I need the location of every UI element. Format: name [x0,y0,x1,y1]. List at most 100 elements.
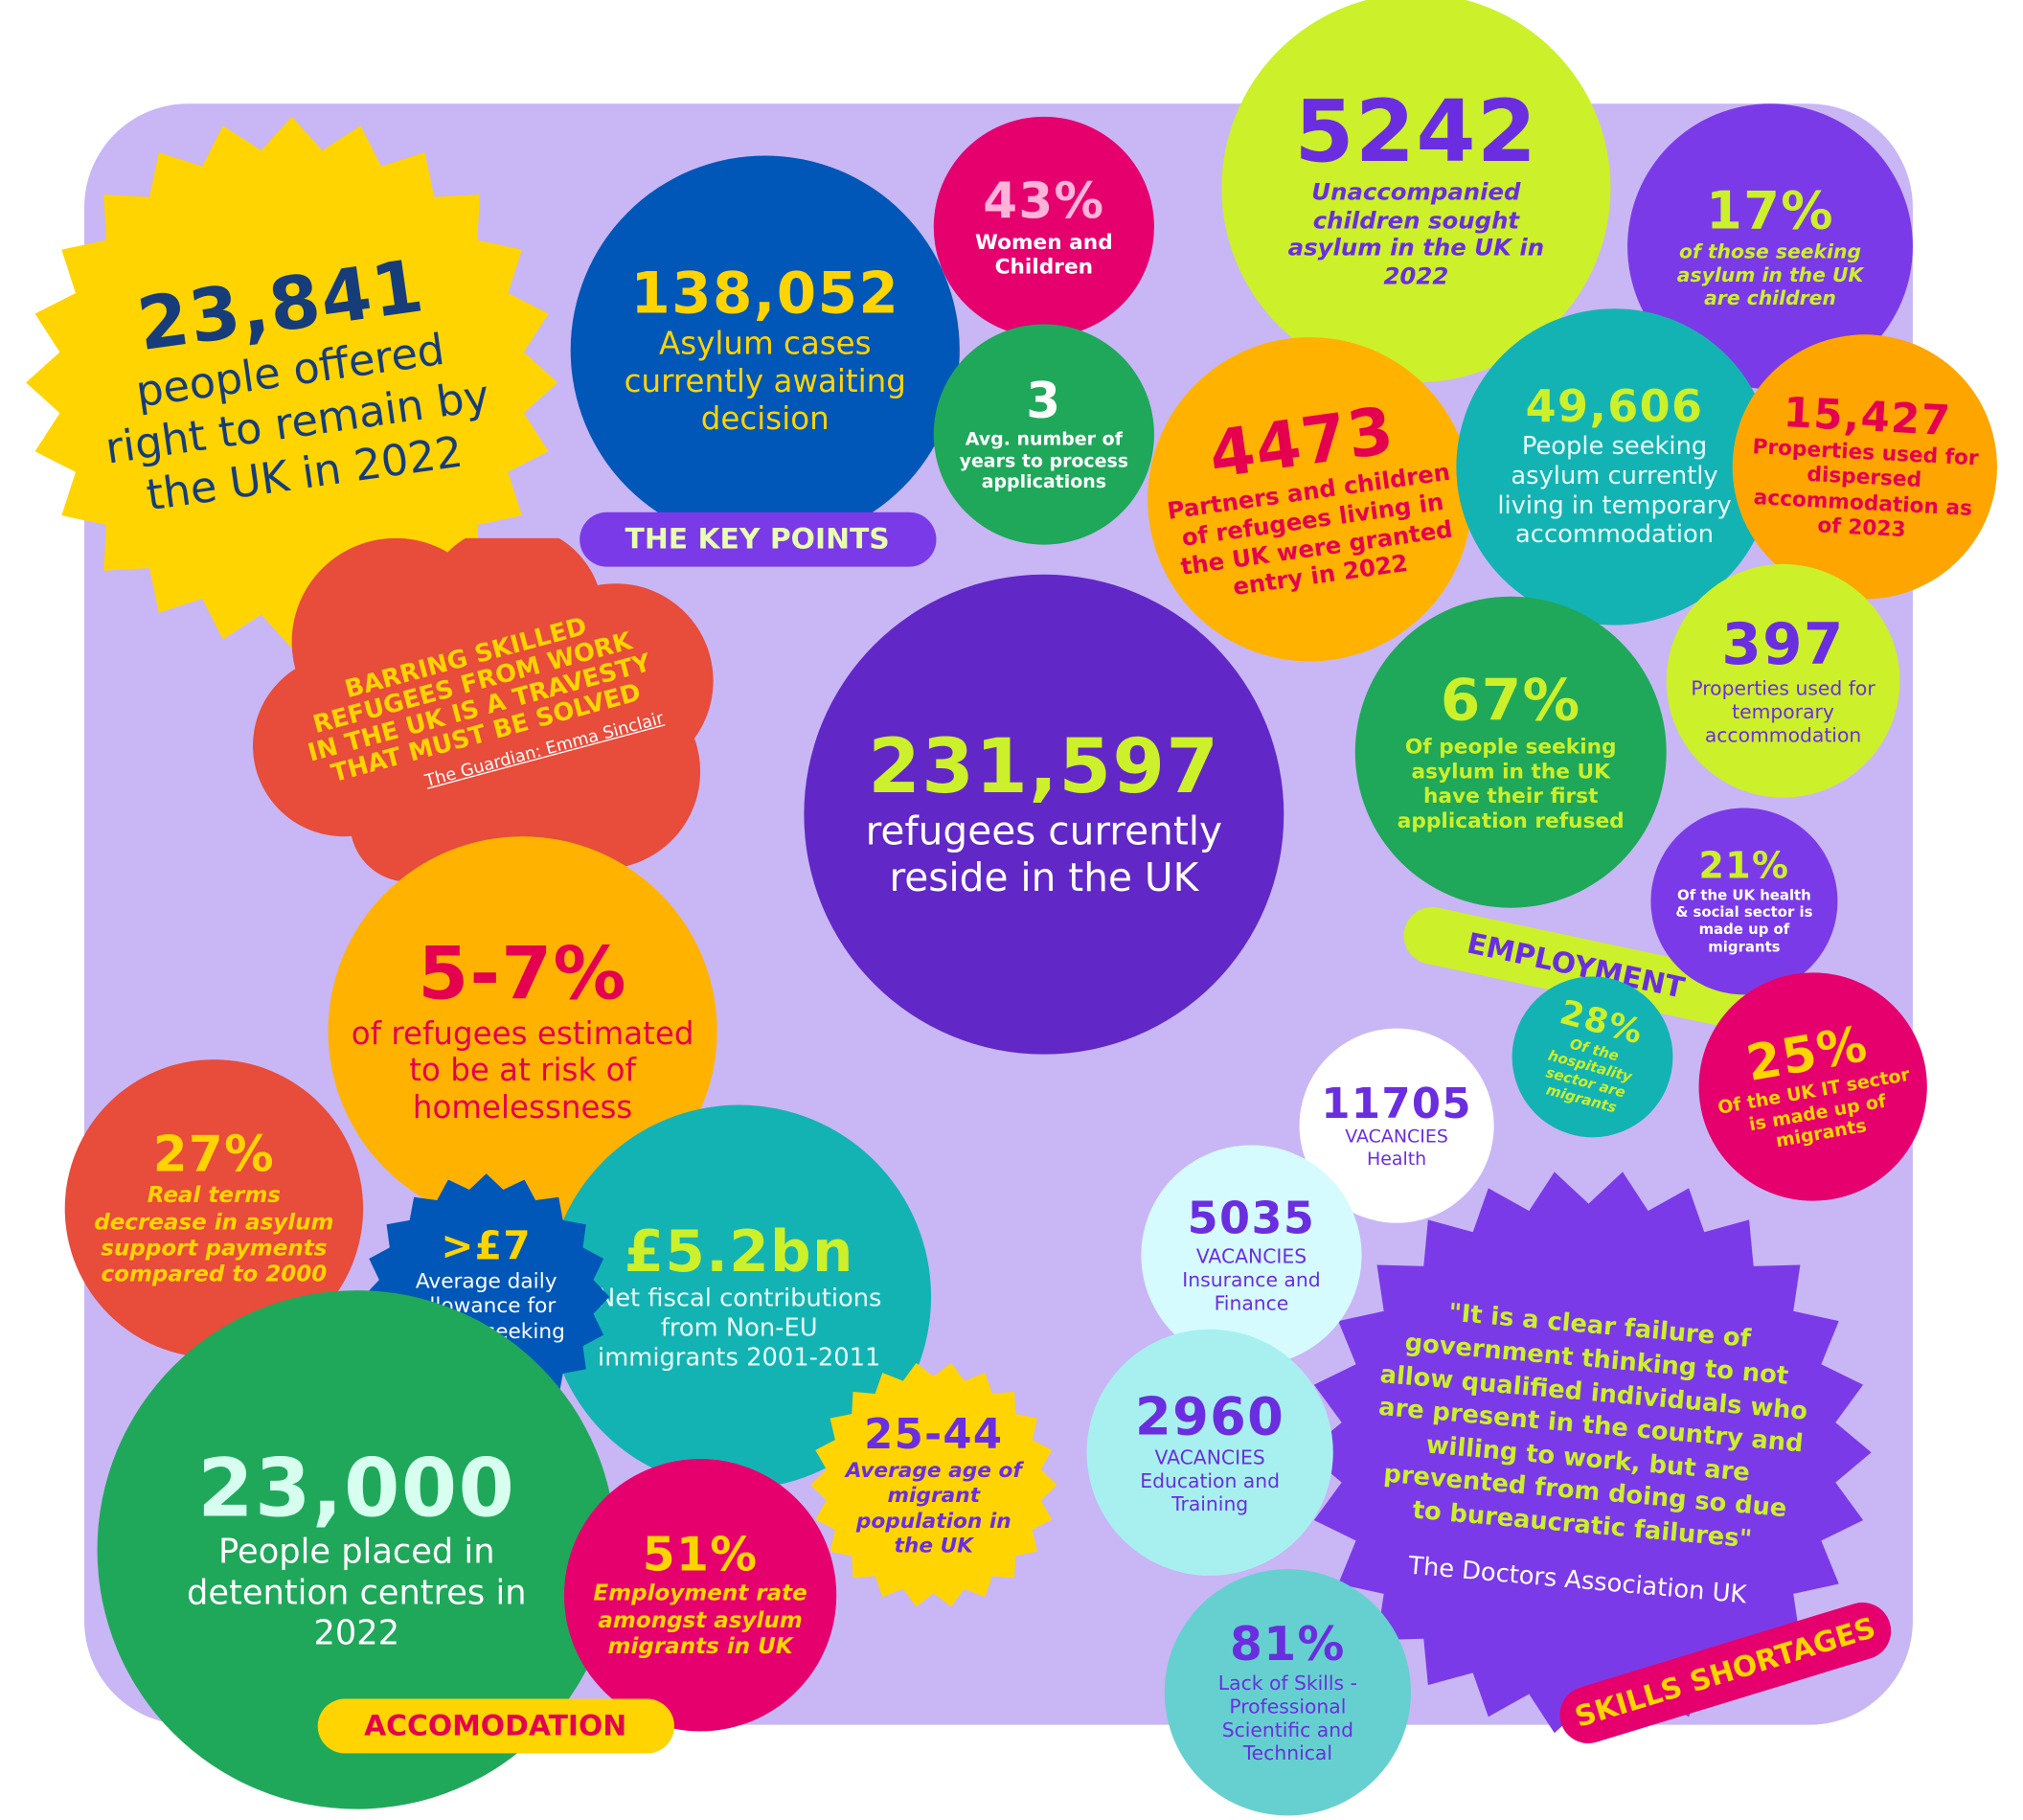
stat-bubble: 43% Women and Children [933,116,1154,337]
stat-text: Real terms decrease in asylum support pa… [94,1182,334,1288]
stat-bubble: 5242 Unaccompanied children sought asylum… [1221,0,1611,383]
section-label: ACCOMODATION [317,1698,674,1754]
stat-text: Avg. number of years to process applicat… [959,428,1129,493]
stat-text: refugees currently reside in the UK [865,808,1223,901]
stat-text: Properties used for temporary accommodat… [1691,676,1875,748]
stat-content: 28% Of the hospitality sector are migrant… [1494,959,1692,1156]
circle-shape [570,155,960,545]
stat-text: Properties used for dispersed accommodat… [1751,434,1980,542]
stat-bubble: 51% Employment rate amongst asylum migran… [563,1459,837,1732]
quote-source: The Doctors Association UK [1407,1551,1748,1609]
starburst [1306,1172,1872,1734]
stat-bubble: 67% Of people seeking asylum in the UK ha… [1354,596,1667,908]
stat-text: of refugees estimated to be at risk of h… [351,1014,694,1126]
stat-value: 43% [983,171,1105,230]
stat-bubble: 25% Of the UK IT sector is made up of mig… [1698,972,1927,1201]
stat-content: 5035 VACANCIES Insurance and Finance [1141,1145,1361,1365]
stat-content: 231,597 refugees currently reside in the … [804,575,1284,1055]
stat-bubble: 397 Properties used for temporary accommo… [1666,563,1900,798]
stat-content: 27% Real terms decrease in asylum support… [65,1059,363,1357]
circle-shape [1650,808,1838,995]
stat-content: 81% Lack of Skills - Professional Scienti… [1165,1569,1411,1815]
stat-bubble: 2960 VACANCIES Education and Training [1086,1329,1333,1576]
stat-value: 5242 [1294,80,1538,181]
circle-shape [1164,1569,1411,1816]
stat-content: 25-44 Average age of migrant population i… [810,1362,1057,1608]
stat-value: 3 [1026,372,1062,429]
quote-star: "It is a clear failure of government thi… [1306,1170,1872,1735]
stat-text: Of people seeking asylum in the UK have … [1397,734,1625,833]
circle-shape [1456,308,1773,626]
stat-content: 67% Of people seeking asylum in the UK ha… [1355,597,1667,908]
stat-text: People placed in detention centres in 20… [187,1533,527,1653]
stat-value: 67% [1440,668,1581,735]
stat-text: Unaccompanied children sought asylum in … [1287,178,1545,291]
circle-shape [1354,596,1667,908]
stat-bubble: 49,606 People seeking asylum currently li… [1456,308,1773,626]
stat-value: £5.2bn [624,1218,854,1285]
starburst [26,116,558,648]
stat-content: 11705 VACANCIES Health [1300,1029,1494,1223]
stat-content: 5242 Unaccompanied children sought asylum… [1221,0,1610,382]
stat-content: £5.2bn Net fiscal contributions from Non-… [547,1104,931,1489]
circle-shape [1221,0,1611,383]
circle-shape [1512,976,1673,1138]
circle-shape [1148,336,1472,662]
stat-bubble: 15,427 Properties used for dispersed acco… [1732,334,1997,600]
stat-bubble: 3 Avg. number of years to process applica… [933,324,1154,545]
stat-value: 138,052 [630,260,900,327]
stat-value: 231,597 [868,722,1220,811]
stat-value: 5035 [1187,1193,1316,1246]
stat-bubble: 25-44 Average age of migrant population i… [810,1362,1057,1608]
circle-shape [1666,563,1900,798]
starburst [810,1362,1057,1607]
stat-value: 51% [642,1528,759,1582]
stat-bubble: 81% Lack of Skills - Professional Scienti… [1164,1569,1411,1816]
stat-bubble: 138,052 Asylum cases currently awaiting d… [570,155,960,545]
stat-value: 5-7% [418,932,627,1017]
stat-text: VACANCIES Education and Training [1140,1445,1281,1516]
stat-content: 3 Avg. number of years to process applica… [934,324,1154,544]
stat-value: 21% [1698,844,1790,888]
stat-bubble: 231,597 refugees currently reside in the … [804,574,1284,1055]
circle-shape [933,116,1154,337]
stat-content: 49,606 People seeking asylum currently li… [1456,308,1772,625]
stat-content: 5-7% of refugees estimated to be at risk … [329,836,717,1225]
stat-text: Net fiscal contributions from Non-EU imm… [596,1284,882,1372]
stat-bubble: 28% Of the hospitality sector are migrant… [1512,976,1673,1138]
stat-value: >£7 [441,1224,532,1270]
stat-text: Women and Children [974,229,1113,279]
stat-text: People seeking asylum currently living i… [1497,431,1732,550]
stat-bubble: 4473 Partners and children of refugees li… [1148,336,1472,662]
stat-content: 2960 VACANCIES Education and Training [1087,1330,1333,1576]
circle-shape [563,1459,837,1732]
stat-text: Asylum cases currently awaiting decision [624,325,906,437]
stat-value: 17% [1706,181,1834,241]
stat-value: 2960 [1135,1387,1285,1447]
circle-shape [1698,972,1927,1201]
quote-text: "It is a clear failure of government thi… [1377,1298,1809,1555]
stat-text: Of the UK health & social sector is made… [1675,887,1813,956]
stat-content: 21% Of the UK health & social sector is m… [1650,808,1837,994]
section-label: THE KEY POINTS [579,512,936,567]
stat-bubble: 11705 VACANCIES Health [1299,1028,1494,1223]
stat-text: VACANCIES Insurance and Finance [1182,1244,1321,1315]
stat-bubble: 5035 VACANCIES Insurance and Finance [1141,1145,1362,1366]
circle-shape [1732,334,1997,600]
stat-value: 49,606 [1525,380,1704,433]
stat-content: 51% Employment rate amongst asylum migran… [564,1459,836,1731]
stat-content: 23,000 People placed in detention centres… [98,1290,617,1809]
stat-content: 397 Properties used for temporary accommo… [1667,564,1900,798]
stat-value: 27% [152,1126,275,1184]
stat-value: 11705 [1321,1078,1472,1128]
stat-text: of those seeking asylum in the UK are ch… [1676,239,1864,310]
quote-cloud: BARRING SKILLED REFUGEES FROM WORK IN TH… [239,537,719,882]
stat-content: 43% Women and Children [934,117,1154,337]
circle-shape [1141,1145,1362,1366]
circle-shape [933,324,1154,545]
stat-content: 138,052 Asylum cases currently awaiting d… [571,155,960,544]
circle-shape [1086,1329,1333,1576]
stat-text: Average age of migrant population in the… [845,1458,1022,1558]
stat-text: Employment rate amongst asylum migrants … [593,1581,807,1660]
